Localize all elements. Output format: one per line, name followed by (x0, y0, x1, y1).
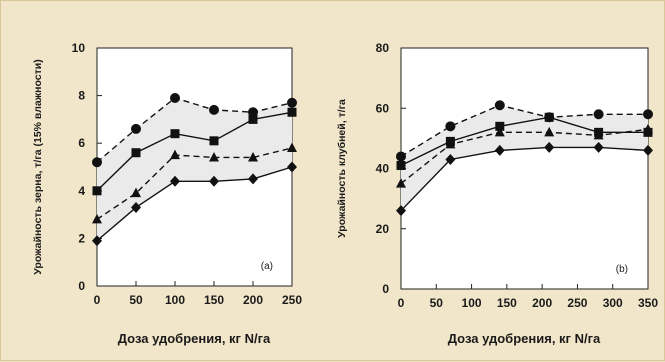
data-point-triangle (593, 129, 604, 140)
data-point-triangle (248, 151, 258, 162)
data-point-square (92, 186, 102, 196)
data-point-square (131, 148, 141, 158)
data-point-triangle (544, 126, 555, 137)
data-point-circle (209, 104, 219, 115)
y-tick-label: 40 (376, 162, 390, 176)
data-point-triangle (494, 126, 505, 137)
x-tick-label: 350 (638, 296, 658, 310)
y-tick-label: 2 (78, 231, 85, 245)
y-tick-label: 80 (376, 41, 390, 55)
data-point-square (248, 114, 258, 124)
data-point-diamond (170, 175, 180, 187)
data-point-square (287, 107, 297, 117)
panel-label: (b) (616, 264, 628, 275)
x-axis-title: Доза удобрения, кг N/га (118, 331, 271, 346)
data-point-circle (396, 151, 406, 162)
data-point-square (544, 112, 554, 122)
x-tick-label: 100 (165, 293, 185, 307)
x-tick-label: 200 (243, 293, 263, 307)
series-line-diamond (400, 146, 649, 212)
data-point-circle (287, 97, 297, 108)
data-point-square (396, 160, 406, 170)
y-tick-label: 60 (376, 101, 390, 115)
series-line-triangle (96, 147, 293, 220)
panel-label: (a) (261, 261, 273, 272)
data-point-circle (170, 92, 180, 103)
x-tick-label: 0 (398, 296, 405, 310)
y-tick-label: 6 (78, 136, 85, 150)
shaded-range-band (401, 105, 648, 211)
data-point-triangle (287, 142, 297, 152)
data-point-circle (248, 107, 258, 118)
data-point-square (495, 121, 505, 131)
y-tick-label: 0 (382, 282, 389, 296)
x-tick-label: 50 (430, 296, 444, 310)
x-tick-label: 50 (129, 293, 143, 307)
data-point-diamond (494, 144, 505, 156)
y-tick-label: 4 (78, 184, 85, 198)
data-point-triangle (396, 178, 406, 188)
data-point-triangle (92, 213, 102, 224)
series-line-diamond (96, 166, 293, 242)
data-point-circle (593, 109, 604, 120)
x-tick-label: 200 (532, 296, 552, 310)
data-point-diamond (593, 141, 604, 153)
data-point-triangle (131, 187, 141, 198)
data-point-square (209, 136, 219, 146)
y-axis-title: Урожайность зерна, т/га (15% влажности) (32, 59, 44, 274)
data-point-triangle (643, 123, 653, 134)
data-point-triangle (445, 138, 456, 149)
data-point-triangle (209, 151, 219, 162)
y-axis-title: Урожайность клубней, т/га (336, 99, 348, 238)
data-point-diamond (643, 144, 653, 156)
data-point-triangle (170, 149, 180, 160)
y-tick-label: 0 (78, 279, 85, 293)
x-tick-label: 0 (94, 293, 101, 307)
x-tick-label: 150 (204, 293, 224, 307)
data-point-diamond (92, 235, 102, 247)
data-point-diamond (248, 173, 258, 185)
data-point-circle (92, 157, 102, 168)
series-line-triangle (400, 128, 649, 185)
data-point-circle (494, 100, 505, 111)
y-tick-label: 10 (72, 41, 86, 55)
x-tick-label: 100 (462, 296, 482, 310)
series-line-circle (96, 97, 293, 163)
data-point-diamond (131, 201, 141, 213)
data-point-circle (131, 123, 141, 134)
x-tick-label: 250 (282, 293, 302, 307)
data-point-circle (445, 121, 456, 132)
data-point-diamond (396, 205, 406, 217)
series-line-circle (400, 104, 648, 158)
x-tick-label: 150 (497, 296, 517, 310)
data-point-circle (643, 109, 653, 120)
data-point-diamond (209, 175, 219, 187)
x-axis-title: Доза удобрения, кг N/га (448, 331, 601, 346)
series-line-square (96, 111, 293, 192)
x-tick-label: 250 (567, 296, 587, 310)
data-point-diamond (445, 153, 456, 165)
data-point-diamond (544, 141, 555, 153)
shaded-range-band (97, 97, 292, 241)
x-tick-label: 300 (603, 296, 623, 310)
data-point-square (170, 129, 180, 139)
series-line-square (400, 116, 648, 167)
chart-panel-2: 0 20 40 60 80 0 50 100 150 200 250 300 350 (b) Доза уд… (336, 41, 658, 346)
y-tick-label: 8 (78, 89, 85, 103)
data-point-diamond (287, 161, 297, 173)
y-tick-label: 20 (376, 222, 390, 236)
